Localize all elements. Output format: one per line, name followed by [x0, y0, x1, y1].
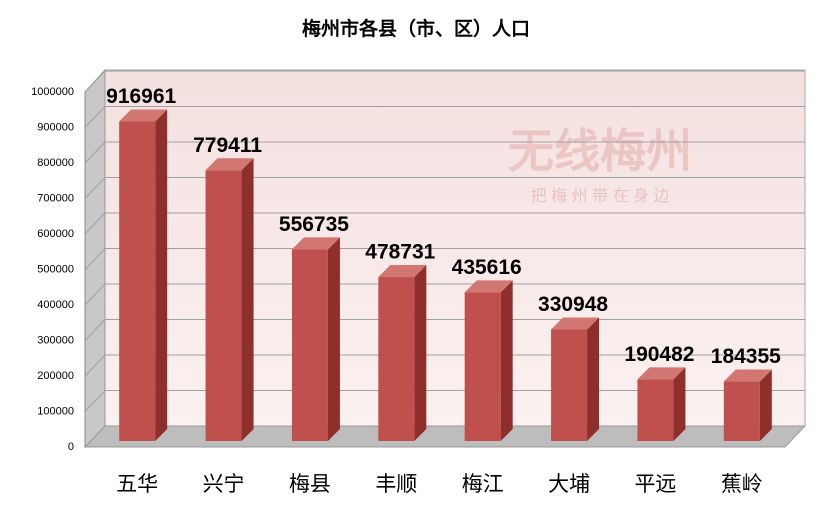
grid-line-side	[84, 70, 106, 93]
grid-line-side	[84, 106, 106, 128]
bar-side	[759, 369, 772, 441]
bar	[551, 329, 588, 441]
value-label: 184355	[711, 345, 781, 368]
value-label: 435616	[452, 256, 522, 279]
y-tick-label: 800000	[37, 157, 74, 169]
x-tick-label: 梅县	[289, 472, 331, 496]
x-tick-label: 兴宁	[203, 472, 245, 496]
bar-side	[673, 367, 686, 441]
bar-side	[155, 109, 168, 441]
bar	[205, 170, 242, 442]
chart-title: 梅州市各县（市、区）人口	[302, 17, 530, 40]
x-tick-label: 丰顺	[375, 472, 417, 496]
y-tick-label: 1000000	[31, 86, 74, 98]
x-tick-label: 五华	[116, 472, 158, 496]
y-tick-label: 400000	[37, 299, 74, 311]
bar	[723, 381, 760, 441]
grid-line-side	[84, 354, 106, 377]
floor	[83, 425, 807, 448]
bar	[119, 121, 156, 441]
x-tick-label: 梅江	[462, 472, 504, 496]
y-tick-label: 500000	[37, 263, 74, 275]
bar-side	[327, 237, 340, 441]
x-tick-label: 蕉岭	[721, 472, 763, 496]
bar	[291, 249, 328, 441]
grid-line-side	[84, 390, 106, 412]
value-label: 916961	[106, 85, 176, 108]
watermark-subtitle: 把 梅 州 带 在 身 边	[531, 187, 670, 205]
bar	[464, 292, 501, 441]
grid-line-side	[84, 319, 106, 341]
y-tick-label: 0	[68, 441, 74, 453]
grid-line-side	[84, 177, 106, 199]
y-tick-label: 900000	[37, 121, 74, 133]
bar-top	[119, 109, 168, 122]
y-tick-label: 100000	[37, 405, 74, 417]
bar-top	[637, 367, 686, 380]
bar-top	[551, 317, 600, 330]
bar-top	[291, 237, 340, 250]
value-label: 556735	[279, 213, 349, 236]
grid-line-side	[84, 283, 106, 306]
bar-side	[414, 265, 427, 441]
bar-top	[205, 158, 254, 171]
bar-top	[464, 280, 513, 293]
y-tick-label: 700000	[37, 192, 74, 204]
bar	[637, 379, 674, 441]
x-tick-label: 大埔	[548, 472, 590, 496]
y-tick-label: 300000	[37, 334, 74, 346]
bar-side	[587, 317, 600, 441]
y-tick-label: 200000	[37, 370, 74, 382]
bar-side	[241, 158, 254, 442]
x-tick-label: 平远	[634, 472, 676, 496]
bar-top	[723, 369, 772, 382]
bar	[378, 277, 415, 441]
value-label: 478731	[365, 241, 435, 264]
value-label: 330948	[538, 293, 608, 316]
grid-line-side	[84, 212, 106, 235]
y-tick-label: 600000	[37, 228, 74, 240]
bar-top	[378, 265, 427, 278]
bar-side	[500, 280, 513, 441]
value-label: 779411	[193, 134, 262, 157]
grid-line-side	[84, 248, 106, 270]
grid-line-side	[84, 141, 106, 164]
watermark-title: 无线梅州	[508, 125, 692, 177]
value-label: 190482	[624, 343, 694, 366]
